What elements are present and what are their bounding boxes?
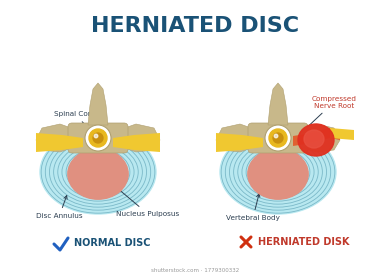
- Polygon shape: [113, 133, 160, 152]
- Circle shape: [85, 125, 111, 151]
- Text: Compressed
Nerve Root: Compressed Nerve Root: [303, 95, 356, 131]
- Polygon shape: [122, 124, 160, 152]
- Ellipse shape: [40, 130, 156, 214]
- Polygon shape: [330, 128, 354, 140]
- Polygon shape: [36, 124, 74, 152]
- Ellipse shape: [68, 149, 128, 199]
- Ellipse shape: [93, 133, 103, 143]
- Text: HERNIATED DISK: HERNIATED DISK: [258, 237, 349, 247]
- Text: Vertebral Body: Vertebral Body: [226, 194, 280, 221]
- Text: HERNIATED DISC: HERNIATED DISC: [91, 16, 299, 36]
- Polygon shape: [36, 133, 83, 152]
- Text: shutterstock.com · 1779300332: shutterstock.com · 1779300332: [151, 268, 239, 273]
- Polygon shape: [88, 83, 108, 125]
- Text: Nucleus Pulposus: Nucleus Pulposus: [113, 185, 180, 217]
- Ellipse shape: [273, 133, 283, 143]
- Ellipse shape: [269, 129, 287, 147]
- Polygon shape: [268, 83, 288, 125]
- Ellipse shape: [304, 130, 324, 148]
- Polygon shape: [302, 124, 340, 152]
- Ellipse shape: [220, 130, 336, 214]
- Text: Spinal Cord: Spinal Cord: [54, 111, 96, 136]
- Ellipse shape: [89, 129, 107, 147]
- Polygon shape: [293, 128, 340, 146]
- Ellipse shape: [274, 134, 278, 138]
- Ellipse shape: [94, 134, 98, 138]
- Ellipse shape: [248, 149, 308, 199]
- Text: NORMAL DISC: NORMAL DISC: [74, 238, 151, 248]
- Ellipse shape: [298, 124, 334, 156]
- Polygon shape: [216, 133, 263, 152]
- FancyBboxPatch shape: [248, 123, 308, 153]
- Circle shape: [265, 125, 291, 151]
- Text: Disc Annulus: Disc Annulus: [36, 196, 83, 219]
- FancyBboxPatch shape: [68, 123, 128, 153]
- Polygon shape: [216, 124, 254, 152]
